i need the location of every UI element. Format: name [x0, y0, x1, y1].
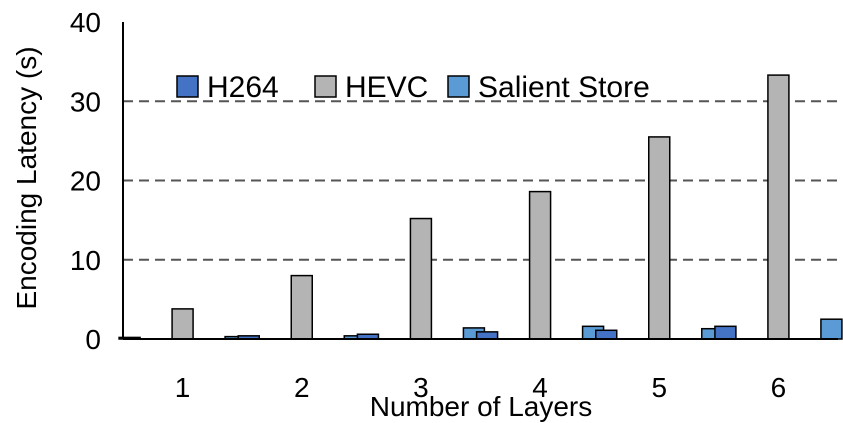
bar-hevc — [767, 74, 790, 340]
x-axis-title: Number of Layers — [370, 391, 593, 422]
legend-label: Salient Store — [478, 71, 650, 104]
gridlines — [123, 100, 838, 261]
bar-hevc — [648, 136, 671, 340]
x-tick-label: 3 — [413, 372, 429, 403]
legend-swatch — [314, 75, 337, 98]
bar-hevc — [171, 308, 194, 340]
y-tick-label: 40 — [70, 7, 101, 38]
bar-hevc — [528, 190, 552, 340]
bar-hevc — [409, 217, 433, 340]
x-tick-label: 5 — [651, 372, 667, 403]
x-tick-label: 6 — [771, 372, 787, 403]
y-tick-label: 10 — [70, 245, 101, 276]
bar-hevc — [290, 274, 313, 340]
y-axis-title: Encoding Latency (s) — [11, 46, 42, 309]
y-tick-label: 30 — [70, 86, 101, 117]
legend-label: H264 — [207, 71, 279, 104]
y-tick-labels: 0 10 20 30 40 — [70, 7, 101, 355]
bar-h264 — [595, 329, 618, 340]
bar-h264 — [475, 331, 499, 340]
x-tick-labels: 1 2 3 4 5 6 — [175, 372, 786, 403]
bar-salient-store — [820, 318, 843, 340]
bar-h264 — [714, 325, 737, 340]
axes — [122, 22, 838, 340]
bars — [118, 74, 843, 340]
y-tick-label: 20 — [70, 166, 101, 197]
legend-swatch — [176, 75, 199, 98]
legend-label: HEVC — [345, 71, 428, 104]
legend-swatch — [447, 75, 470, 98]
y-tick-label: 0 — [85, 324, 101, 355]
legend: H264 HEVC Salient Store — [176, 71, 650, 104]
x-tick-label: 1 — [175, 372, 191, 403]
x-tick-label: 2 — [294, 372, 310, 403]
x-tick-label: 4 — [532, 372, 548, 403]
